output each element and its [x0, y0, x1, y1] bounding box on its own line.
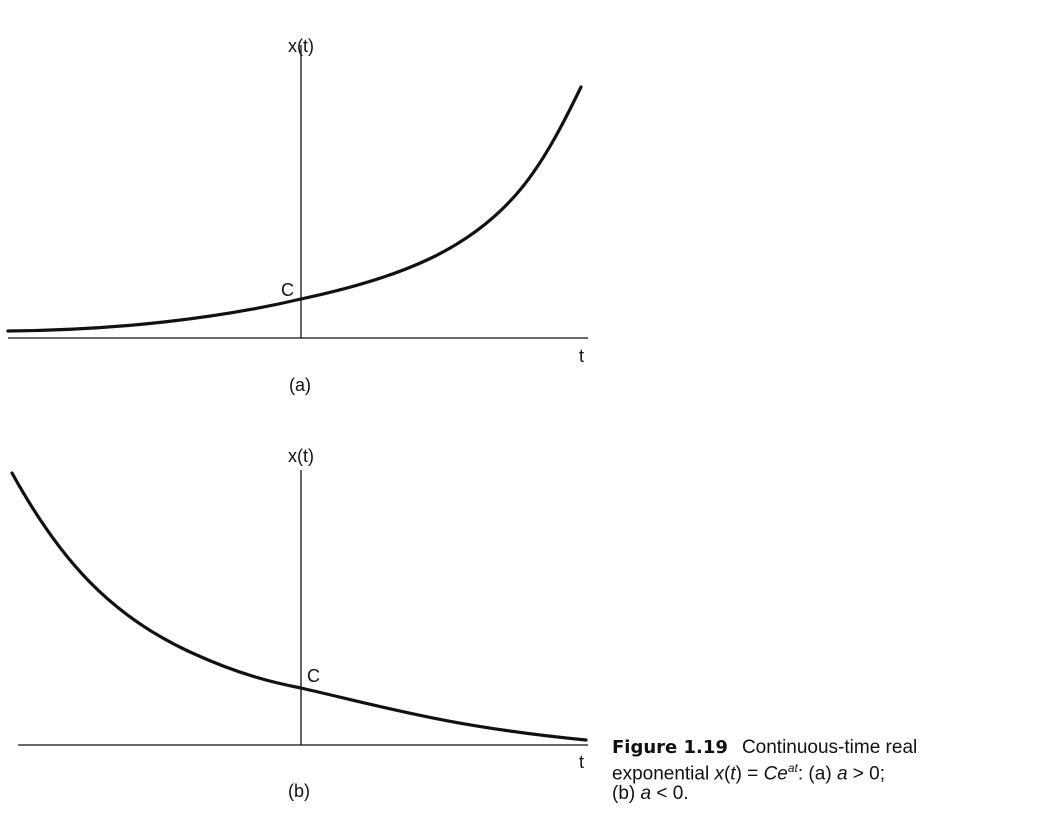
panel-b-xlabel: t — [579, 752, 584, 772]
caption-line-1: Figure 1.19 Continuous-time real — [612, 738, 1052, 758]
caption-line-2: exponential x(t) = Ceat: (a) a > 0; — [612, 761, 886, 785]
figure-caption: Figure 1.19 Continuous-time real exponent… — [612, 738, 1052, 804]
panel-b-plot: x(t) t C (b) — [10, 446, 588, 801]
panel-b-ylabel: x(t) — [288, 446, 314, 466]
panel-b-sublabel: (b) — [288, 781, 310, 801]
panel-b-point-label: C — [307, 666, 320, 686]
figure-label: Figure 1.19 — [612, 737, 728, 758]
panel-a-ylabel: x(t) — [288, 36, 314, 56]
panel-a-point-label: C — [281, 280, 294, 300]
caption-line-3: (b) a < 0. — [612, 783, 689, 805]
panel-b-decay-curve — [10, 471, 588, 742]
panel-a-sublabel: (a) — [289, 375, 311, 395]
caption-text-1: Continuous-time real — [741, 737, 918, 758]
panel-a-growth-curve — [6, 85, 583, 333]
panel-a-xlabel: t — [579, 346, 584, 366]
panel-a-plot: x(t) t C (a) — [6, 36, 588, 395]
